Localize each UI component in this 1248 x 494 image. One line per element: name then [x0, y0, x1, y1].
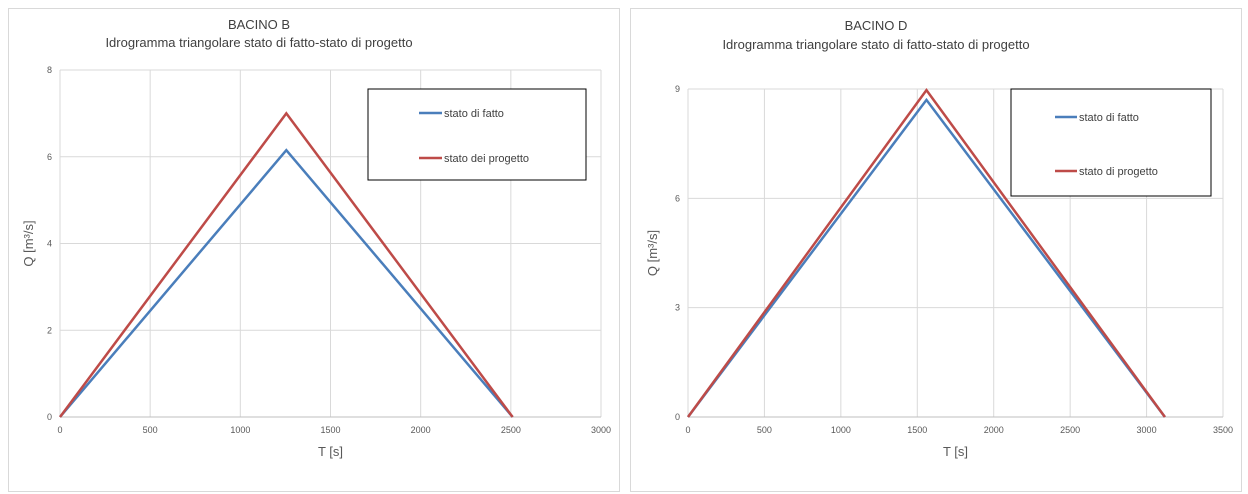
legend-label-2: stato di progetto: [1079, 166, 1158, 178]
y-tick-label: 3: [675, 303, 680, 313]
chart-subtitle: Idrogramma triangolare stato di fatto-st…: [105, 35, 412, 50]
y-tick-label: 8: [47, 65, 52, 75]
series-line-1: [687, 97, 1166, 418]
legend-label-1: stato di fatto: [444, 108, 504, 120]
series-line-1: [59, 148, 514, 418]
y-tick-label: 6: [47, 152, 52, 162]
legend-box: [1010, 88, 1212, 197]
x-tick-label: 0: [685, 425, 690, 435]
y-tick-label: 9: [675, 84, 680, 94]
x-tick-label: 1500: [320, 425, 340, 435]
x-tick-label: 2000: [411, 425, 431, 435]
y-tick-label: 6: [675, 193, 680, 203]
x-tick-label: 1000: [831, 425, 851, 435]
chart-panel-bacino-b: BACINO B Idrogramma triangolare stato di …: [8, 8, 620, 492]
legend-label-1: stato di fatto: [1079, 112, 1139, 124]
x-axis-label: T [s]: [943, 444, 968, 459]
y-tick-label: 0: [47, 412, 52, 422]
y-tick-label: 2: [47, 325, 52, 335]
x-tick-label: 500: [757, 425, 772, 435]
x-tick-label: 1000: [230, 425, 250, 435]
legend-label-2: stato dei progetto: [444, 153, 529, 165]
series-line-2: [686, 87, 1166, 418]
x-tick-label: 2500: [1060, 425, 1080, 435]
chart-title: BACINO D: [845, 18, 908, 33]
y-axis-label: Q [m³/s]: [645, 230, 660, 276]
x-tick-label: 1500: [907, 425, 927, 435]
x-tick-label: 3000: [591, 425, 611, 435]
x-tick-label: 0: [57, 425, 62, 435]
x-tick-label: 3000: [1137, 425, 1157, 435]
series-line-2: [58, 111, 514, 418]
chart-bacino-d: BACINO D Idrogramma triangolare stato di …: [645, 18, 1233, 459]
y-tick-label: 0: [675, 412, 680, 422]
x-tick-label: 2500: [501, 425, 521, 435]
x-tick-label: 3500: [1213, 425, 1233, 435]
y-axis-label: Q [m³/s]: [21, 220, 36, 266]
chart-title: BACINO B: [228, 17, 290, 32]
chart-subtitle: Idrogramma triangolare stato di fatto-st…: [722, 37, 1029, 52]
legend-box: [367, 88, 587, 181]
chart-panel-bacino-d: BACINO D Idrogramma triangolare stato di …: [630, 8, 1242, 492]
y-tick-label: 4: [47, 239, 52, 249]
chart-bacino-b: BACINO B Idrogramma triangolare stato di …: [21, 17, 611, 459]
x-tick-label: 2000: [984, 425, 1004, 435]
x-tick-label: 500: [143, 425, 158, 435]
x-axis-label: T [s]: [318, 444, 343, 459]
